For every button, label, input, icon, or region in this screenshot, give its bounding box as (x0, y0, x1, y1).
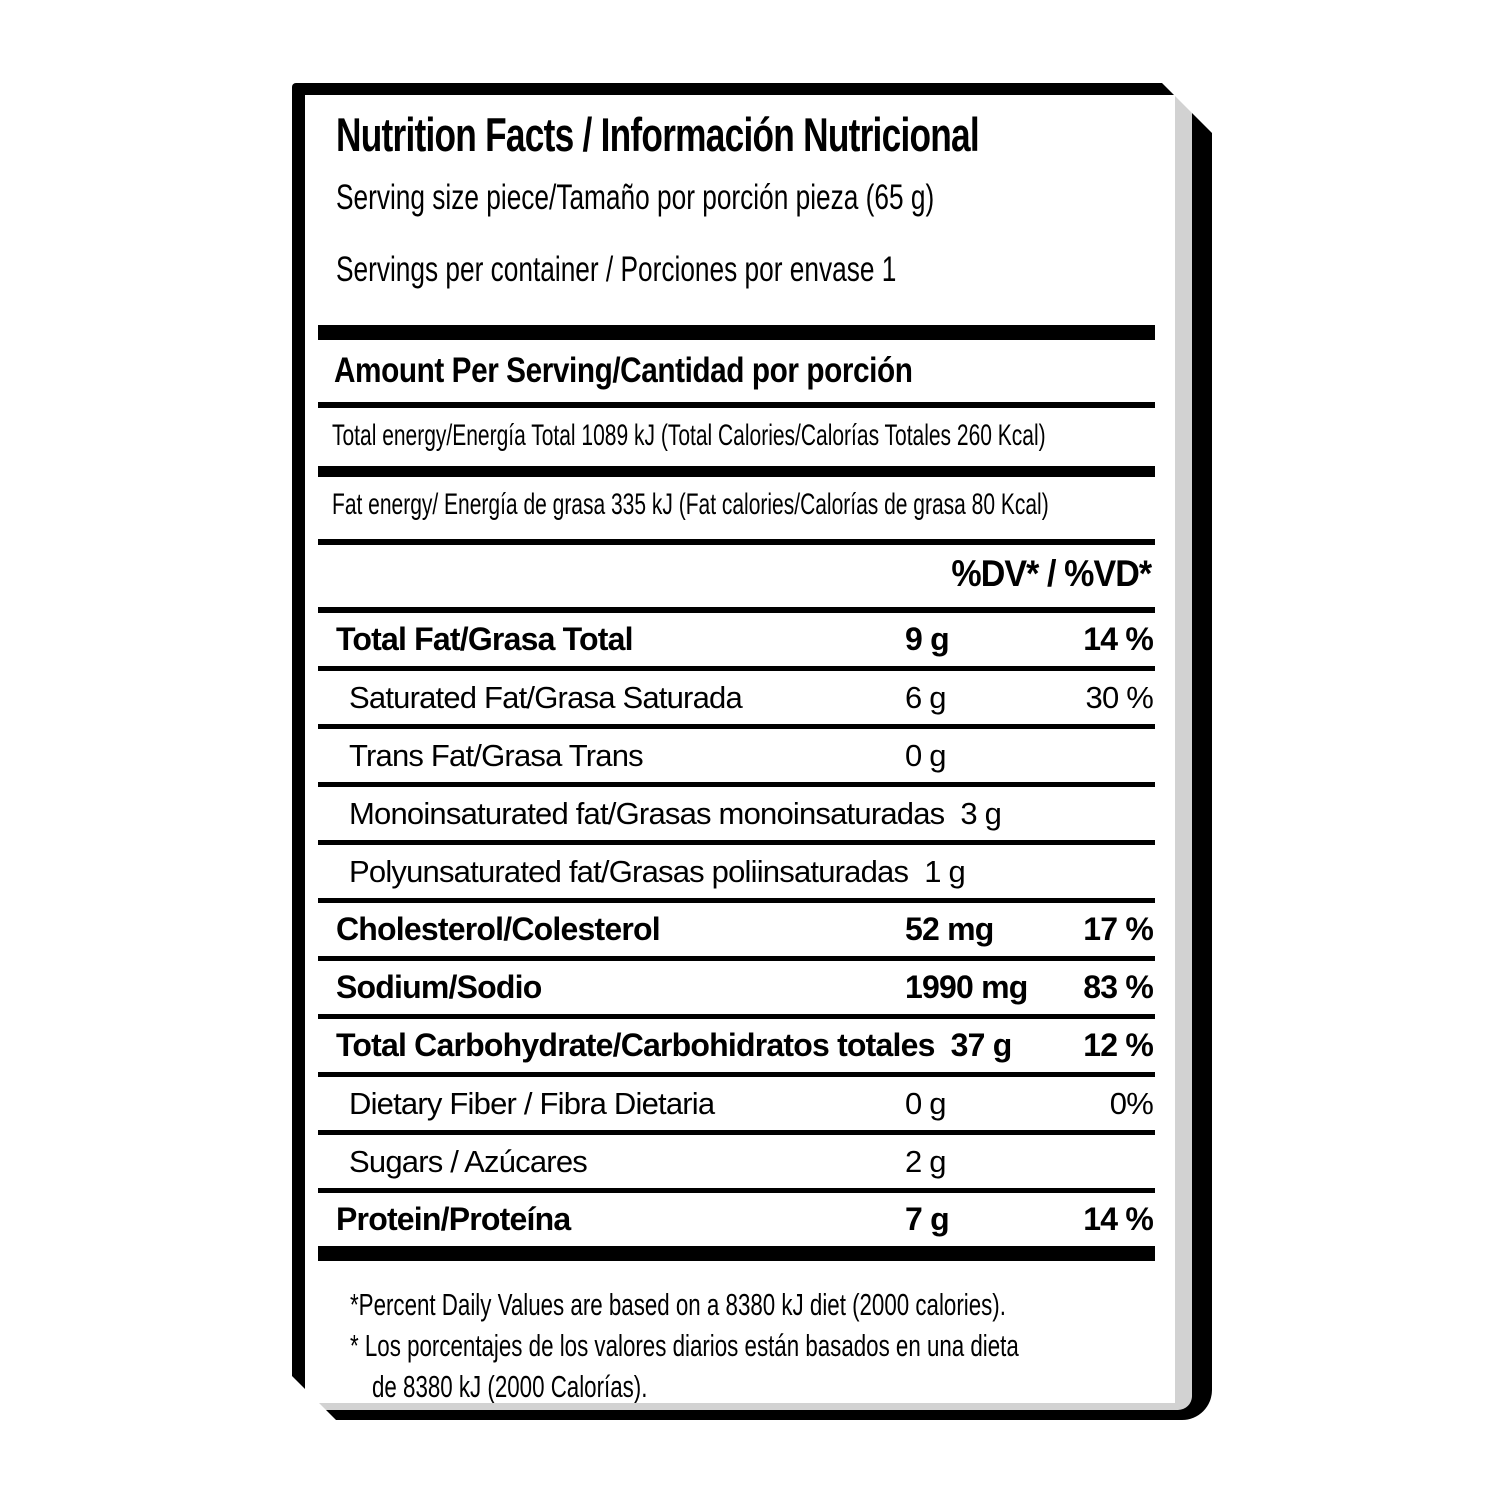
nutrient-name: Trans Fat/Grasa Trans (349, 737, 644, 773)
nutrient-dv: 83 % (1083, 968, 1154, 1005)
nutrient-row-polyunsaturated-fat: Polyunsaturated fat/Grasas poliinsaturad… (318, 845, 1155, 904)
label-side-shade: Nutrition Facts / Información Nutriciona… (305, 95, 1192, 1410)
nutrient-row-dietary-fiber: Dietary Fiber / Fibra Dietaria 0 g 0% (318, 1077, 1155, 1136)
separator-thick-bottom (318, 1246, 1155, 1262)
nutrient-amount: 0 g (905, 737, 946, 773)
footnote: *Percent Daily Values are based on a 838… (350, 1285, 1155, 1403)
nutrient-amount: 6 g (905, 679, 946, 715)
nutrient-amount: 2 g (905, 1143, 946, 1179)
nutrient-name: Sodium/Sodio (336, 968, 542, 1005)
servings-per-container-line: Servings per container / Porciones por e… (336, 249, 897, 289)
separator-thin (318, 401, 1155, 408)
footnote-line-es-2: de 8380 kJ (2000 Calorías). (372, 1368, 648, 1403)
nutrient-name: Protein/Proteína (336, 1200, 571, 1237)
serving-size-line: Serving size piece/Tamaño por porción pi… (336, 177, 935, 217)
label-title: Nutrition Facts / Información Nutriciona… (336, 109, 1155, 161)
nutrient-row-protein: Protein/Proteína 7 g 14 % (318, 1193, 1155, 1246)
nutrient-row-total-fat: Total Fat/Grasa Total 9 g 14 % (318, 613, 1155, 672)
nutrient-amount: 3 g (960, 795, 1002, 831)
nutrient-row-saturated-fat: Saturated Fat/Grasa Saturada 6 g 30 % (318, 671, 1155, 730)
nutrient-amount: 52 mg (905, 910, 994, 947)
bevel-bottom-left (291, 1375, 337, 1421)
nutrient-row-sugars: Sugars / Azúcares 2 g (318, 1135, 1155, 1194)
nutrient-name: Total Fat/Grasa Total (336, 620, 634, 657)
nutrient-amount: 37 g (950, 1026, 1013, 1063)
footnote-line-es-1: * Los porcentajes de los valores diarios… (350, 1327, 1019, 1363)
nutrient-amount: 1990 mg (905, 968, 1028, 1005)
total-energy-line: Total energy/Energía Total 1089 kJ (Tota… (332, 418, 1046, 452)
nutrient-name: Monoinsaturated fat/Grasas monoinsaturad… (349, 795, 945, 831)
nutrient-row-total-carbohydrate: Total Carbohydrate/Carbohidratos totales… (318, 1019, 1155, 1078)
label-paper: Nutrition Facts / Información Nutriciona… (305, 95, 1175, 1403)
footnote-line-en: *Percent Daily Values are based on a 838… (350, 1287, 1006, 1323)
nutrient-amount: 9 g (905, 620, 950, 657)
nutrient-row-sodium: Sodium/Sodio 1990 mg 83 % (318, 961, 1155, 1020)
fat-energy-line: Fat energy/ Energía de grasa 335 kJ (Fat… (332, 488, 1049, 522)
nutrient-dv: 0% (1109, 1085, 1154, 1121)
bevel-top-right (1161, 82, 1213, 134)
nutrient-name: Total Carbohydrate/Carbohidratos totales (336, 1026, 935, 1063)
separator-medium (318, 466, 1155, 478)
nutrient-name: Saturated Fat/Grasa Saturada (349, 679, 743, 715)
nutrient-dv: 30 % (1085, 679, 1154, 715)
nutrient-name: Cholesterol/Colesterol (336, 910, 661, 947)
nutrient-amount: 1 g (924, 853, 965, 889)
nutrient-row-monounsaturated-fat: Monoinsaturated fat/Grasas monoinsaturad… (318, 787, 1155, 846)
nutrition-label: Nutrition Facts / Información Nutriciona… (291, 82, 1213, 1421)
amount-per-serving-heading: Amount Per Serving/Cantidad por porción (334, 350, 913, 390)
nutrient-dv: 14 % (1083, 620, 1154, 657)
nutrient-name: Dietary Fiber / Fibra Dietaria (349, 1085, 715, 1121)
nutrient-name: Polyunsaturated fat/Grasas poliinsaturad… (349, 853, 909, 889)
nutrient-name: Sugars / Azúcares (349, 1143, 588, 1179)
nutrient-amount: 0 g (905, 1085, 946, 1121)
nutrient-row-cholesterol: Cholesterol/Colesterol 52 mg 17 % (318, 903, 1155, 962)
nutrient-dv: 17 % (1083, 910, 1154, 947)
daily-value-header: %DV* / %VD* (951, 552, 1152, 594)
nutrient-row-trans-fat: Trans Fat/Grasa Trans 0 g (318, 729, 1155, 788)
separator-thin (318, 538, 1155, 545)
label-title-text: Nutrition Facts / Información Nutriciona… (336, 108, 980, 161)
nutrient-amount: 7 g (905, 1200, 950, 1237)
separator-thin (318, 607, 1155, 614)
nutrient-dv: 14 % (1083, 1200, 1154, 1237)
separator-thick-top (318, 324, 1155, 340)
nutrient-dv: 12 % (1083, 1026, 1154, 1063)
